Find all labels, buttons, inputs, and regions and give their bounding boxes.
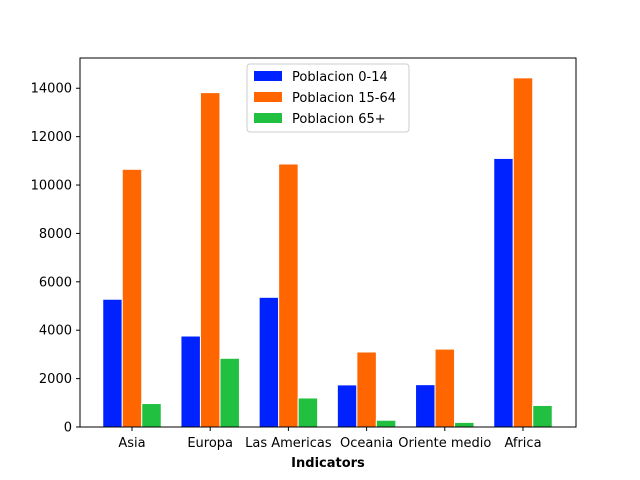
- bar-asia-series-2: [141, 403, 162, 428]
- y-tick-label: 6000: [39, 275, 72, 290]
- legend-swatch: [254, 71, 282, 81]
- x-axis-title: Indicators: [291, 456, 365, 471]
- y-tick-label: 10000: [31, 179, 72, 194]
- bar-oceania-series-1: [356, 351, 377, 428]
- y-axis: 0 2000 4000 6000 8000 10000 12000 14000: [31, 82, 80, 436]
- bar-asia-series-0: [102, 298, 123, 428]
- y-tick-label: 2000: [39, 372, 72, 387]
- y-tick-label: 8000: [39, 227, 72, 242]
- x-tick-label: Oceania: [340, 436, 393, 451]
- legend-label: Poblacion 65+: [292, 112, 386, 127]
- bar-europa-series-2: [219, 357, 240, 428]
- x-axis: Asia Europa Las Americas Oceania Oriente med…: [118, 427, 542, 451]
- bars-group: [102, 77, 553, 428]
- y-tick-label: 0: [64, 421, 72, 436]
- bar-oceania-series-2: [375, 419, 397, 428]
- bar-las-americas-series-1: [278, 163, 299, 428]
- bar-africa-series-1: [512, 77, 534, 428]
- plot-frame: [79, 57, 577, 428]
- bar-las-americas-series-0: [258, 296, 280, 428]
- x-tick-label: Europa: [187, 436, 233, 451]
- bar-oriente-medio-series-2: [454, 421, 475, 428]
- bar-las-americas-series-2: [297, 397, 319, 428]
- legend: Poblacion 0-14 Poblacion 15-64 Poblacion 6…: [246, 63, 410, 133]
- bar-oceania-series-0: [336, 384, 358, 428]
- bar-africa-series-0: [493, 157, 514, 428]
- y-tick-label: 14000: [31, 82, 72, 97]
- legend-label: Poblacion 0-14: [292, 70, 388, 85]
- legend-label: Poblacion 15-64: [292, 91, 396, 106]
- bar-oriente-medio-series-0: [415, 384, 436, 428]
- bar-europa-series-0: [180, 335, 201, 428]
- x-tick-label: Asia: [118, 436, 145, 451]
- x-tick-label: Oriente medio: [398, 436, 491, 451]
- bar-europa-series-1: [199, 92, 221, 428]
- x-tick-label: Africa: [504, 436, 541, 451]
- x-tick-label: Las Americas: [245, 436, 332, 451]
- bar-africa-series-2: [532, 404, 553, 428]
- legend-swatch: [254, 113, 282, 123]
- legend-box: [246, 63, 410, 133]
- y-tick-label: 12000: [31, 130, 72, 145]
- bar-asia-series-1: [121, 168, 143, 428]
- legend-swatch: [254, 92, 282, 102]
- y-tick-label: 4000: [39, 324, 72, 339]
- bar-oriente-medio-series-1: [434, 348, 456, 428]
